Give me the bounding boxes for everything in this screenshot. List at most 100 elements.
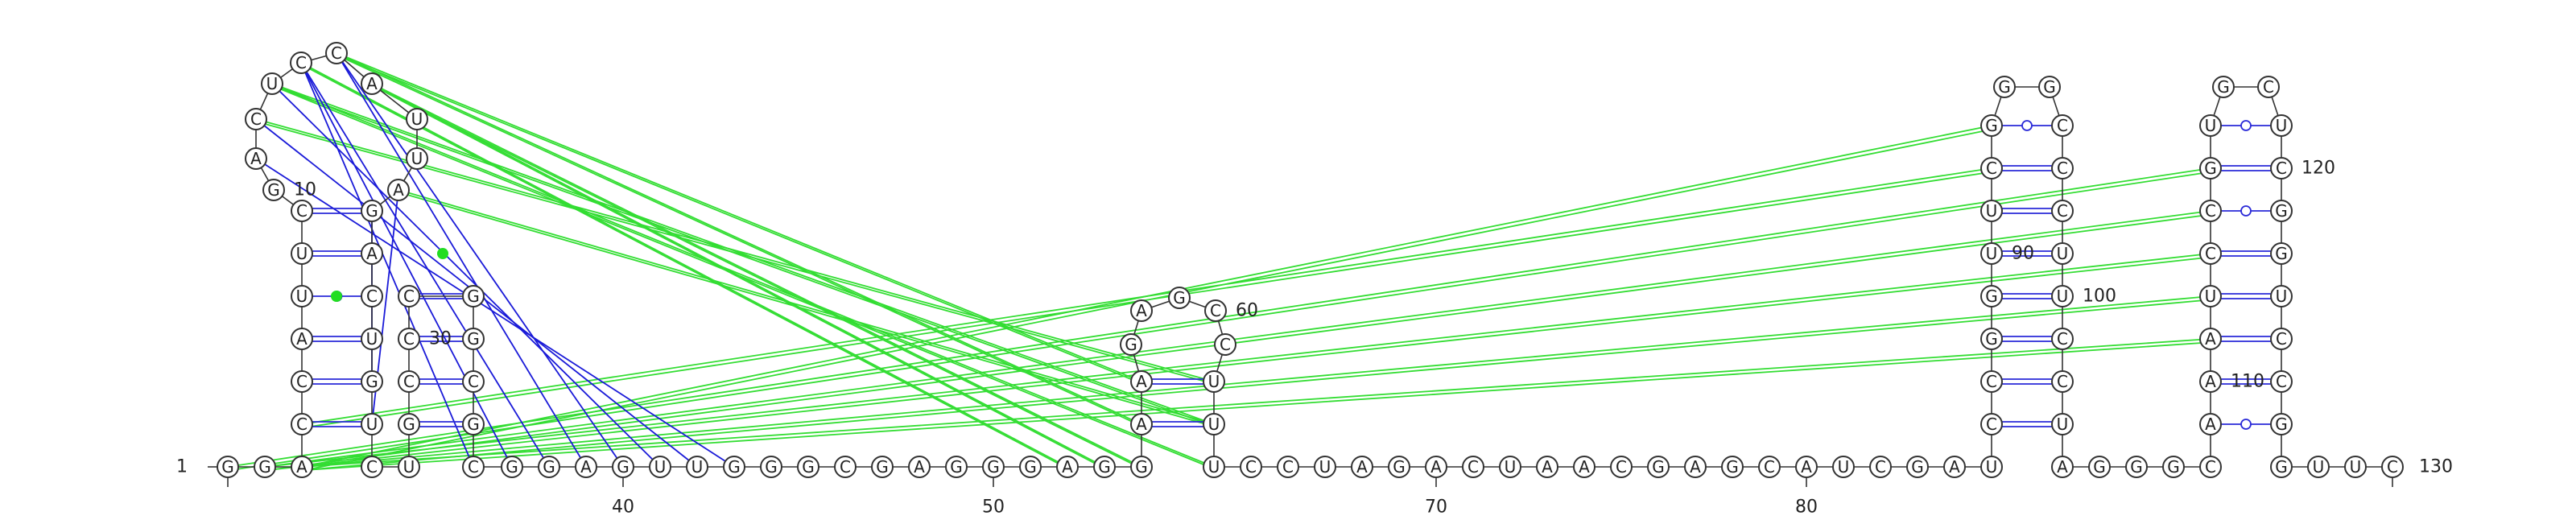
nucleotide-base: C	[366, 287, 378, 306]
nucleotide-n41: U	[649, 456, 671, 478]
nucleotide-base: G	[2043, 77, 2056, 97]
nucleotide-n75: C	[1610, 456, 1633, 478]
nucleotide-base: A	[1430, 457, 1442, 477]
nucleotide-base: U	[2350, 457, 2362, 477]
nucleotide-base: G	[2204, 159, 2217, 178]
nucleotide-n28: G	[398, 413, 420, 435]
nucleotide-base: A	[296, 329, 308, 349]
nucleotide-n112: U	[2199, 285, 2222, 307]
nucleotide-base: C	[1468, 457, 1479, 477]
nucleotide-base: G	[1125, 335, 1137, 354]
nucleotide-base: U	[2057, 287, 2069, 306]
nucleotide-n7: U	[291, 285, 313, 307]
nucleotide-base: C	[296, 201, 308, 221]
pseudoknot-line-n16-n54-second	[374, 86, 1146, 471]
nucleotide-n63: U	[1203, 413, 1225, 435]
nucleotide-n55: A	[1130, 413, 1153, 435]
nucleotide-base: A	[1801, 457, 1812, 477]
nucleotide-n78: G	[1721, 456, 1744, 478]
nucleotide-n80: A	[1795, 456, 1818, 478]
nucleotide-base: C	[1875, 457, 1886, 477]
nucleotide-base: U	[1208, 415, 1220, 434]
nucleotide-base: G	[267, 180, 280, 200]
nucleotide-n114: C	[2199, 200, 2222, 222]
nucleotide-n125: C	[2270, 370, 2293, 393]
nucleotide-n127: G	[2270, 456, 2293, 478]
nucleotide-base: U	[411, 149, 423, 168]
nucleotide-n5: C	[291, 370, 313, 393]
nucleotide-base: U	[366, 415, 378, 434]
nucleotide-base: G	[2275, 415, 2288, 434]
position-label-130: 130	[2419, 457, 2453, 477]
nucleotide-base: U	[2276, 287, 2288, 306]
pseudoknot-line-n13-n63-second	[275, 86, 1218, 428]
nucleotide-n118: C	[2257, 76, 2280, 98]
nucleotide-n43: G	[723, 456, 745, 478]
nucleotide-base: G	[365, 201, 378, 221]
nucleotide-n85: U	[1980, 456, 2003, 478]
wobble-pair-marker	[2240, 419, 2252, 430]
tertiary-line-n14-n37	[300, 62, 513, 468]
nucleotide-base: C	[2057, 201, 2068, 221]
nucleotide-base: G	[1998, 77, 2011, 97]
nucleotide-n42: U	[686, 456, 708, 478]
nucleotide-base: G	[467, 415, 480, 434]
nucleotide-n61: C	[1214, 333, 1236, 356]
nucleotide-n91: U	[1980, 200, 2003, 222]
nucleotide-base: U	[691, 457, 704, 477]
nucleotide-n6: A	[291, 328, 313, 350]
nucleotide-base: G	[876, 457, 889, 477]
nucleotide-base: G	[221, 457, 234, 477]
nucleotide-base: G	[1652, 457, 1665, 477]
nucleotide-n105: G	[2088, 456, 2111, 478]
nucleotide-base: G	[2275, 457, 2288, 477]
nucleotide-n130: C	[2381, 456, 2404, 478]
nucleotide-n101: C	[2051, 328, 2074, 350]
nucleotide-n12: C	[245, 108, 267, 130]
nucleotide-base: C	[2057, 329, 2068, 349]
nucleotide-n23: U	[361, 328, 383, 350]
nucleotide-n22: C	[361, 285, 383, 307]
nucleotide-base: C	[1245, 457, 1257, 477]
nucleotide-n44: G	[760, 456, 782, 478]
nucleotide-base: C	[366, 457, 378, 477]
nucleotide-n4: C	[291, 413, 313, 435]
nucleotide-n18: U	[406, 147, 428, 170]
nucleotide-base: C	[2276, 159, 2287, 178]
nucleotide-base: A	[1949, 457, 1960, 477]
nucleotide-n119: U	[2270, 114, 2293, 137]
nucleotide-base: A	[366, 74, 378, 93]
tertiary-line-n15-n39	[336, 52, 587, 468]
nucleotide-base: G	[402, 415, 415, 434]
pseudoknot-line-n19-n63	[398, 189, 1215, 425]
nucleotide-n113: C	[2199, 242, 2222, 265]
nucleotide-n116: U	[2199, 114, 2222, 137]
position-label-120: 120	[2301, 159, 2335, 179]
nucleotide-n45: G	[797, 456, 819, 478]
nucleotide-base: G	[2130, 457, 2143, 477]
nucleotide-base: C	[296, 415, 308, 434]
nucleotide-base: U	[296, 287, 308, 306]
nucleotide-base: C	[1986, 372, 1997, 391]
nucleotide-n88: G	[1980, 328, 2003, 350]
nucleotide-base: U	[411, 109, 423, 129]
nucleotide-n129: U	[2344, 456, 2367, 478]
nucleotide-base: C	[2205, 457, 2216, 477]
nucleotide-base: C	[403, 287, 415, 306]
pseudoknot-line-n14-n52-second	[303, 65, 1071, 471]
nucleotide-base: C	[2057, 372, 2068, 391]
nucleotide-n66: C	[1277, 456, 1299, 478]
nucleotide-n76: G	[1647, 456, 1670, 478]
position-label-70: 70	[1425, 497, 1447, 518]
nucleotide-n58: A	[1130, 299, 1153, 322]
nucleotide-n89: G	[1980, 285, 2003, 307]
nucleotide-base: G	[1726, 457, 1739, 477]
nucleotide-base: C	[403, 329, 415, 349]
pseudoknot-line-n15-n55	[336, 52, 1142, 425]
position-label-40: 40	[612, 497, 634, 518]
position-label-90: 90	[2012, 244, 2034, 264]
nucleotide-n38: G	[538, 456, 560, 478]
nucleotide-base: C	[295, 53, 307, 72]
nucleotide-n102: C	[2051, 370, 2074, 393]
nucleotide-n21: A	[361, 242, 383, 265]
